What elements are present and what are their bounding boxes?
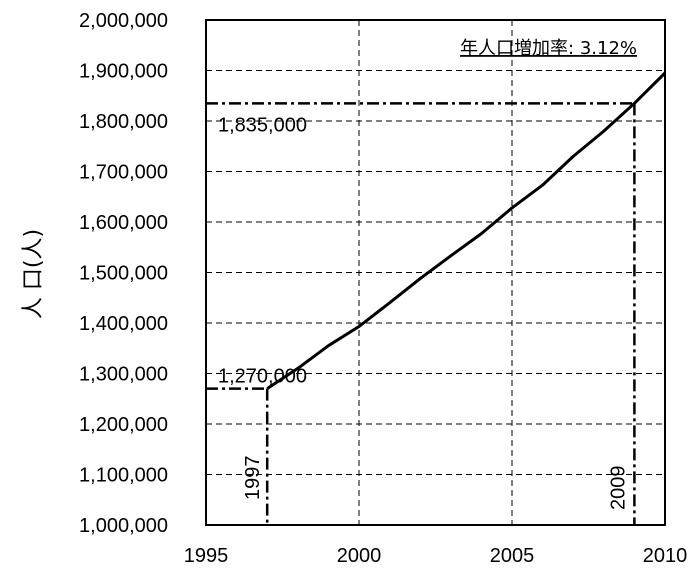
y-tick-label: 1,600,000 [79,212,168,234]
x-tick-label: 2010 [643,545,688,567]
x-tick-label: 2000 [337,545,382,567]
x-tick-label: 2005 [490,545,535,567]
chart-title: 年人口増加率: 3.12% [460,38,637,59]
y-tick-label: 1,900,000 [79,61,168,83]
y-tick-label: 1,300,000 [79,364,168,386]
y-tick-label: 1,700,000 [79,162,168,184]
y-tick-labels: 1,000,000 1,100,000 1,200,000 1,300,000 1,40… [79,10,168,537]
y-axis-label: 人 口(人) [21,229,46,319]
annotation-start-value: 1,270,000 [218,366,307,388]
y-tick-label: 1,500,000 [79,263,168,285]
annotation-start-year: 1997 [242,456,264,501]
annotation-end-value: 1,835,000 [218,114,307,136]
y-tick-label: 1,200,000 [79,414,168,436]
annotation-guide-lines [206,102,636,525]
population-series-line [266,71,667,390]
y-tick-label: 1,400,000 [79,313,168,335]
annotation-end-year: 2009 [607,466,629,511]
x-tick-labels: 1995 2000 2005 2010 [184,545,688,567]
x-tick-label: 1995 [184,545,229,567]
y-tick-label: 2,000,000 [79,10,168,32]
grid-lines [206,20,665,525]
y-tick-label: 1,000,000 [79,515,168,537]
series-group [266,71,667,390]
y-tick-label: 1,800,000 [79,111,168,133]
plot-frame [205,19,666,526]
y-tick-label: 1,100,000 [79,465,168,487]
